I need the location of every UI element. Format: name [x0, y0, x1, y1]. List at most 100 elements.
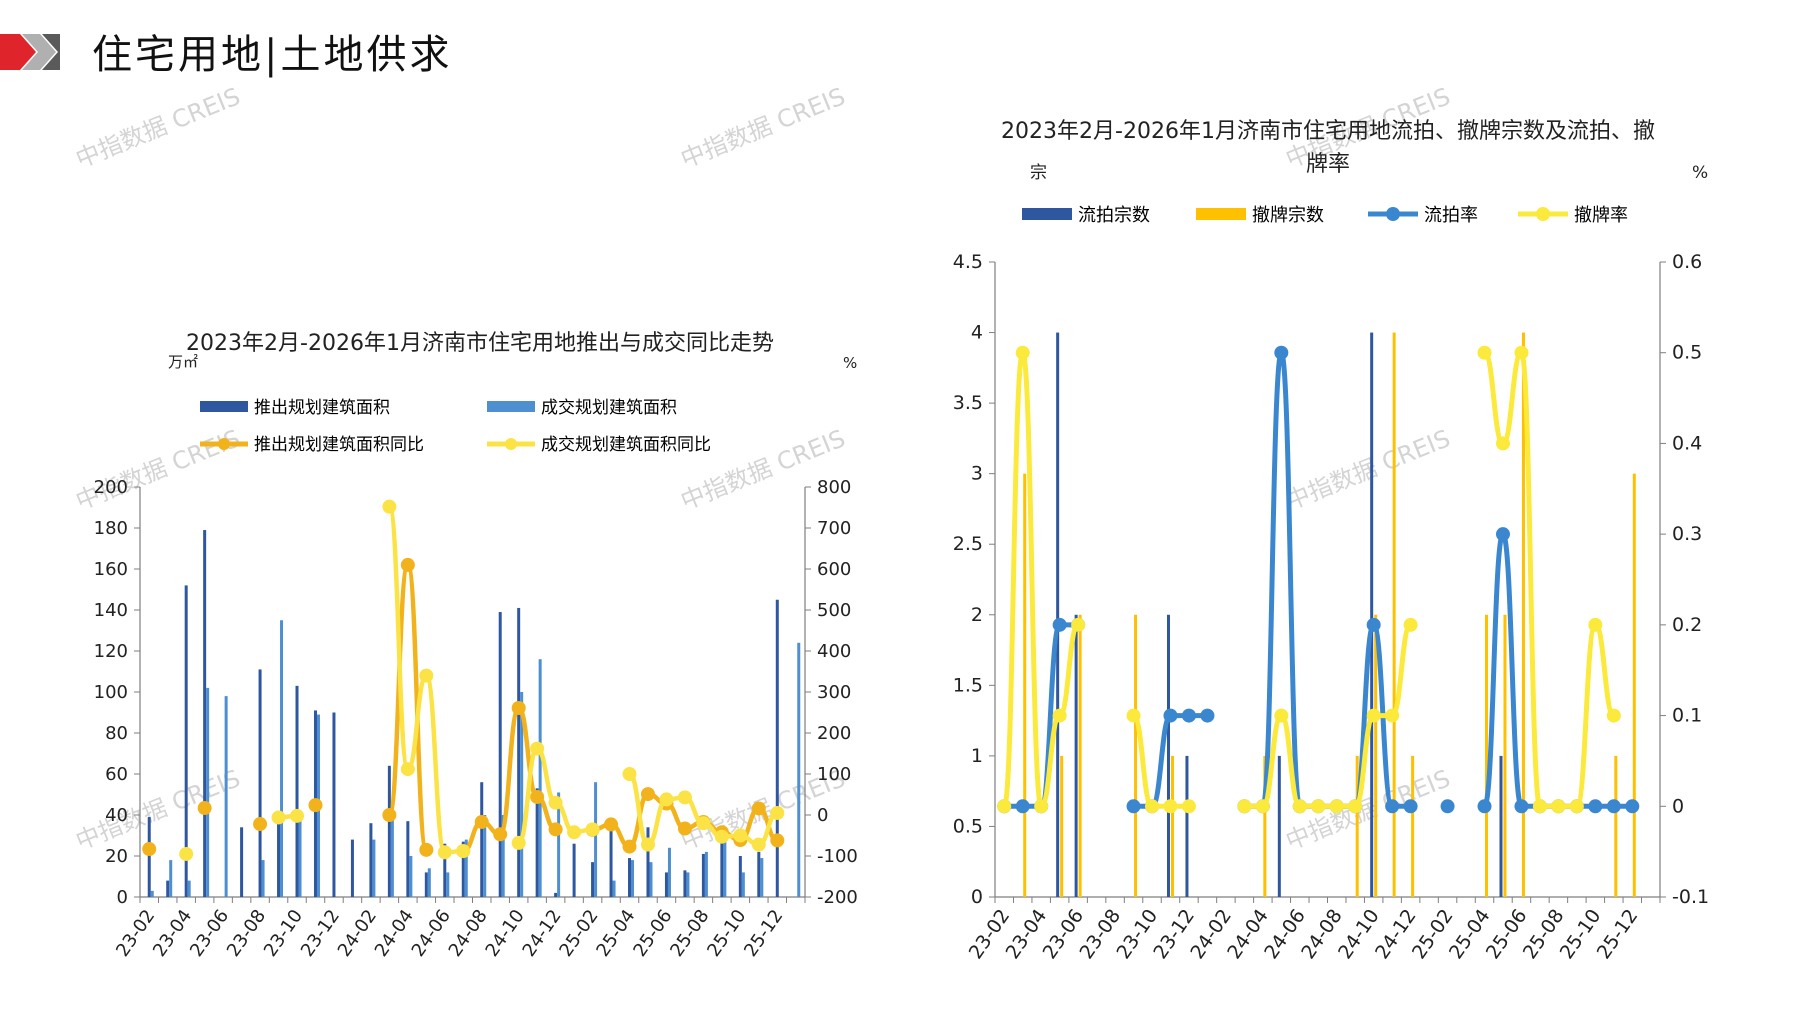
- series-point: [1126, 708, 1141, 723]
- x-tick-label: 23-10: [260, 906, 307, 961]
- bar: [1632, 473, 1636, 897]
- chart2-left-unit: 宗: [1030, 163, 1047, 183]
- bar: [258, 669, 262, 897]
- left-tick-label: 40: [105, 805, 128, 826]
- bar: [683, 870, 687, 897]
- series-point: [1588, 617, 1603, 632]
- series-point: [1588, 799, 1603, 814]
- bar: [517, 607, 521, 897]
- right-tick-label: -0.1: [1672, 886, 1709, 908]
- bar: [147, 817, 151, 897]
- right-tick-label: 700: [817, 518, 851, 539]
- legend-swatch-failed-count: [1022, 208, 1072, 220]
- bar: [704, 851, 708, 897]
- legend-marker: [218, 438, 230, 450]
- left-tick-label: 20: [105, 846, 128, 867]
- bar: [738, 856, 742, 897]
- bar: [1614, 755, 1618, 897]
- series-point: [1052, 708, 1067, 723]
- series-point: [253, 817, 268, 832]
- series-point: [1477, 799, 1492, 814]
- bar: [591, 862, 595, 897]
- series-point: [677, 821, 692, 836]
- right-tick-label: 500: [817, 600, 851, 621]
- legend-swatch-withdrawn-count: [1196, 208, 1246, 220]
- watermark: 中指数据 CREIS: [677, 82, 849, 173]
- bar: [535, 788, 539, 897]
- series-point: [1477, 345, 1492, 360]
- series-point: [1514, 799, 1529, 814]
- chart2-title-line1: 2023年2月-2026年1月济南市住宅用地流拍、撤牌宗数及流拍、撤: [1001, 119, 1655, 144]
- bar: [609, 819, 613, 897]
- left-tick-label: 200: [94, 477, 128, 498]
- watermark: 中指数据 CREIS: [1282, 424, 1454, 515]
- series-point: [751, 801, 766, 816]
- right-tick-label: -100: [817, 846, 858, 867]
- bar: [1277, 755, 1281, 897]
- series-point: [474, 814, 489, 829]
- x-tick-label: 25-10: [703, 906, 750, 961]
- bar: [557, 792, 561, 897]
- series-point: [179, 846, 194, 861]
- bar: [1503, 614, 1507, 897]
- series-point: [1625, 799, 1640, 814]
- bar: [664, 872, 668, 897]
- series-point: [530, 741, 545, 756]
- series-line: [1244, 350, 1411, 809]
- bar: [1060, 755, 1064, 897]
- left-tick-label: 0: [971, 886, 983, 908]
- series-point: [640, 787, 655, 802]
- x-tick-label: 24-02: [334, 906, 381, 961]
- series-point: [1145, 799, 1160, 814]
- left-tick-label: 2.5: [953, 533, 983, 555]
- right-tick-label: 0: [817, 805, 828, 826]
- bar: [628, 858, 632, 897]
- right-tick-label: 0.4: [1672, 432, 1702, 454]
- series-point: [640, 837, 655, 852]
- series-point: [1274, 345, 1289, 360]
- series-point: [585, 822, 600, 837]
- legend-swatch-planned-deal: [487, 401, 535, 412]
- series-point: [548, 822, 563, 837]
- bar: [150, 890, 154, 897]
- series-point: [1126, 799, 1141, 814]
- x-tick-label: 24-08: [445, 906, 492, 961]
- series-point: [493, 827, 508, 842]
- bar: [1355, 755, 1359, 897]
- left-tick-label: 1: [971, 745, 983, 767]
- left-tick-label: 0.5: [953, 815, 983, 837]
- series-point: [733, 828, 748, 843]
- chart2-plot: 0 0.5 1 1.5 2 2.5 3 3.5 4 4.5 -0.1 0 0.1 0.2 0.3 0.4 0.5…: [953, 251, 1709, 963]
- watermark-layer: 中指数据 CREIS 中指数据 CREIS 中指数据 CREIS 中指数据 CR…: [72, 82, 1454, 855]
- series-point: [1366, 617, 1381, 632]
- series-line: [1244, 622, 1414, 809]
- chart1-title: 2023年2月-2026年1月济南市住宅用地推出与成交同比走势: [186, 331, 774, 356]
- right-tick-label: 800: [817, 477, 851, 498]
- x-tick-label: 24-04: [371, 906, 418, 961]
- bar: [1485, 614, 1489, 897]
- series-point: [1237, 799, 1252, 814]
- legend-label: 成交规划建筑面积: [541, 398, 677, 418]
- legend-label: 撤牌率: [1574, 205, 1628, 226]
- series-point: [1403, 617, 1418, 632]
- bar: [350, 839, 354, 897]
- left-tick-label: 4.5: [953, 251, 983, 273]
- watermark: 中指数据 CREIS: [72, 424, 244, 515]
- bar: [390, 815, 394, 897]
- chart1-left-unit: 万㎡: [168, 353, 198, 371]
- series-point: [751, 837, 766, 852]
- bar: [554, 892, 558, 897]
- x-tick-label: 24-12: [519, 906, 566, 961]
- x-tick-label: 25-08: [666, 906, 713, 961]
- series-point: [1495, 527, 1510, 542]
- right-tick-label: 0: [1672, 795, 1684, 817]
- chart1-legend: 推出规划建筑面积 成交规划建筑面积 推出规划建筑面积同比 成交规划建筑面积同比: [200, 398, 711, 455]
- x-tick-label: 24-06: [408, 906, 455, 961]
- bar: [427, 868, 431, 897]
- left-tick-label: 4: [971, 322, 983, 344]
- bar: [277, 823, 281, 897]
- bar: [446, 872, 450, 897]
- series-point: [770, 833, 785, 848]
- chart2-legend: 流拍宗数 撤牌宗数 流拍率 撤牌率: [1022, 205, 1628, 226]
